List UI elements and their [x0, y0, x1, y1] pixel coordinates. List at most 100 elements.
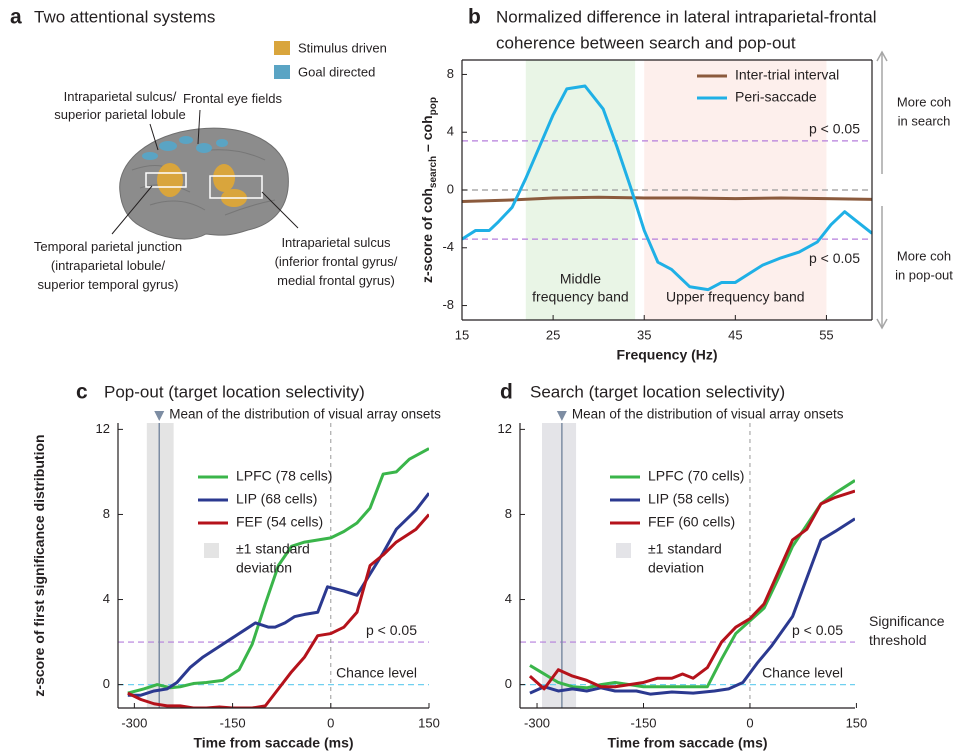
side-arrowhead — [876, 50, 888, 62]
y-tick-label: -8 — [442, 297, 454, 312]
panel: b Normalized difference in lateral intrap… — [419, 6, 954, 363]
y-tick-label: 4 — [447, 124, 454, 139]
legend-swatch — [274, 65, 290, 79]
region-box — [145, 172, 187, 188]
panel-title: Two attentional systems — [34, 7, 215, 26]
region-label: Intraparietal sulcus/ — [64, 89, 177, 104]
plot-area — [520, 423, 855, 708]
legend-label: LIP (68 cells) — [236, 491, 317, 507]
band — [146, 423, 174, 708]
band-label: Upper frequency band — [666, 289, 805, 305]
legend-label: LIP (58 cells) — [648, 491, 729, 507]
brain-sulci — [131, 149, 276, 216]
series-line — [529, 517, 855, 696]
x-axis-label: Time from saccade (ms) — [193, 735, 353, 751]
side-arrow-label: More coh — [897, 94, 951, 109]
side-arrow-label: in pop-out — [895, 267, 953, 282]
series-line — [528, 489, 855, 691]
y-tick-label: 8 — [103, 506, 110, 521]
side-arrow-label: in search — [898, 113, 951, 128]
region-box — [209, 175, 263, 199]
y-tick-label: 4 — [103, 591, 110, 606]
x-axis-label: Time from saccade (ms) — [607, 735, 767, 751]
y-tick-label: -4 — [442, 239, 454, 254]
side-label: Significance — [869, 613, 945, 629]
y-tick-label: 8 — [447, 66, 454, 81]
plot-area — [118, 423, 429, 708]
x-tick-label: 35 — [637, 327, 651, 342]
onset-label: Mean of the distribution of visual array… — [572, 407, 844, 422]
panel-letter: a — [10, 6, 22, 29]
y-tick-label: 0 — [505, 676, 512, 691]
y-tick-label: 0 — [103, 676, 110, 691]
legend-label: FEF (54 cells) — [236, 514, 323, 530]
band-label: frequency band — [532, 289, 629, 305]
panel-title: coherence between search and pop-out — [496, 33, 796, 52]
reference-label: p < 0.05 — [809, 250, 860, 266]
y-tick-label: 0 — [447, 181, 454, 196]
panel-title: Pop-out (target location selectivity) — [104, 382, 365, 401]
y-tick-label: 12 — [498, 421, 512, 436]
onset-label: Mean of the distribution of visual array… — [169, 407, 441, 422]
panel-letter: c — [76, 381, 88, 404]
onset-marker — [154, 411, 165, 421]
x-tick-label: 45 — [728, 327, 742, 342]
x-tick-label: 15 — [455, 327, 469, 342]
region-label: superior parietal lobule — [54, 107, 186, 122]
region-label: (intraparietal lobule/ — [51, 258, 166, 273]
legend-swatch — [274, 41, 290, 55]
x-tick-label: -150 — [630, 715, 656, 730]
reference-label: p < 0.05 — [809, 121, 860, 137]
legend-label: LPFC (78 cells) — [236, 468, 332, 484]
reference-label: Chance level — [336, 664, 417, 680]
band — [542, 423, 577, 708]
x-tick-label: 55 — [819, 327, 833, 342]
x-tick-label: 150 — [418, 715, 440, 730]
legend-label: Stimulus driven — [298, 40, 387, 55]
side-arrow-label: More coh — [897, 248, 951, 263]
region-label: medial frontal gyrus) — [277, 273, 395, 288]
legend-label: FEF (60 cells) — [648, 514, 735, 530]
y-axis-label-part: pop — [428, 97, 439, 115]
y-tick-label: 4 — [505, 591, 512, 606]
x-tick-label: -150 — [220, 715, 246, 730]
leader-lines — [111, 109, 299, 235]
legend-label: ±1 standard — [236, 541, 310, 557]
x-tick-label: 25 — [546, 327, 560, 342]
series-line — [462, 195, 872, 204]
x-tick-label: -300 — [121, 715, 147, 730]
x-axis-label: Frequency (Hz) — [616, 347, 717, 363]
region-label: Frontal eye fields — [183, 91, 282, 106]
reference-label: p < 0.05 — [792, 622, 843, 638]
legend-label: deviation — [236, 560, 292, 576]
legend-label: Peri-saccade — [735, 89, 817, 105]
onset-marker — [556, 411, 567, 421]
x-tick-label: 0 — [746, 715, 753, 730]
legend-swatch — [616, 543, 631, 558]
legend-label: LPFC (70 cells) — [648, 468, 744, 484]
y-tick-label: 12 — [96, 421, 110, 436]
panel-letter: d — [500, 381, 513, 404]
series-line — [462, 84, 872, 292]
plot-area — [462, 60, 872, 320]
x-tick-label: 0 — [327, 715, 334, 730]
region-label: Temporal parietal junction — [34, 239, 182, 254]
series-line — [529, 479, 855, 690]
series-line — [127, 447, 429, 695]
legend-label: ±1 standard — [648, 541, 722, 557]
region-label: superior temporal gyrus) — [38, 277, 179, 292]
region-label: Intraparietal sulcus — [281, 235, 391, 250]
reference-label: Chance level — [762, 664, 843, 680]
legend-label: deviation — [648, 560, 704, 576]
y-axis-label-part: search — [428, 156, 439, 188]
panel: c Pop-out (target location selectivity) p … — [31, 381, 441, 751]
series-line — [127, 513, 429, 708]
goal-regions — [142, 136, 228, 160]
panel-title: Normalized difference in lateral intrapa… — [496, 7, 876, 26]
region-label: (inferior frontal gyrus/ — [275, 254, 398, 269]
y-axis-label: z-score of first significance distributi… — [31, 434, 47, 696]
x-tick-label: -300 — [524, 715, 550, 730]
y-axis-label-part: z-score of coh — [419, 188, 435, 283]
band-label: Middle — [560, 271, 601, 287]
